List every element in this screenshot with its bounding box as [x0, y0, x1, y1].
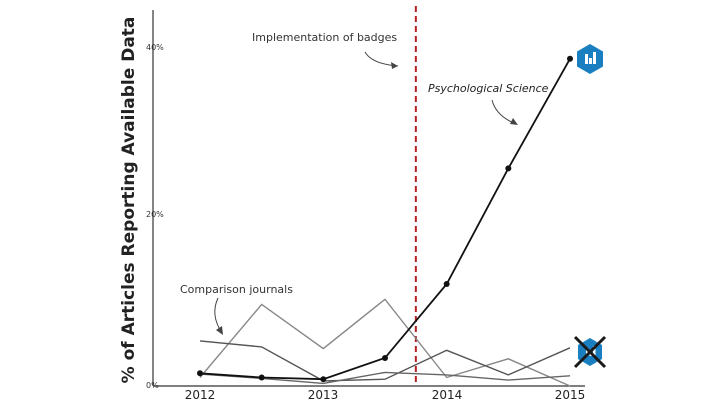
badges-annotation: Implementation of badges: [252, 31, 397, 44]
crossed-out-badge-icon: [573, 335, 607, 369]
comparison-annotation: Comparison journals: [180, 283, 293, 296]
y-tick-label: 0%: [146, 381, 159, 390]
badges-arrowhead: [391, 62, 398, 69]
data-point-psych: [505, 165, 512, 172]
y-tick-label: 40%: [146, 43, 164, 52]
x-tick-label: 2014: [432, 388, 463, 402]
data-point-psych: [320, 376, 327, 383]
y-axis-title: % of Articles Reporting Available Data: [119, 17, 139, 384]
data-point-psych: [443, 281, 450, 287]
x-tick-label: 2012: [185, 388, 216, 402]
data-point-psych: [382, 354, 388, 361]
series-layer: [197, 55, 573, 387]
series-line-psych: [199, 58, 571, 381]
open-data-badge-icon: [577, 44, 603, 74]
x-tick-label: 2015: [555, 388, 586, 402]
comparison-arrowhead: [216, 326, 223, 335]
x-tick-label: 2013: [308, 388, 339, 402]
psych-arrowhead: [510, 118, 518, 125]
series-line-comp1: [199, 298, 571, 387]
data-point-psych: [567, 55, 573, 62]
psych-annotation: Psychological Science: [428, 82, 549, 95]
data-point-psych: [258, 374, 265, 381]
data-point-psych: [197, 370, 203, 377]
series-line-comp2: [199, 340, 571, 382]
y-tick-label: 20%: [146, 210, 164, 219]
